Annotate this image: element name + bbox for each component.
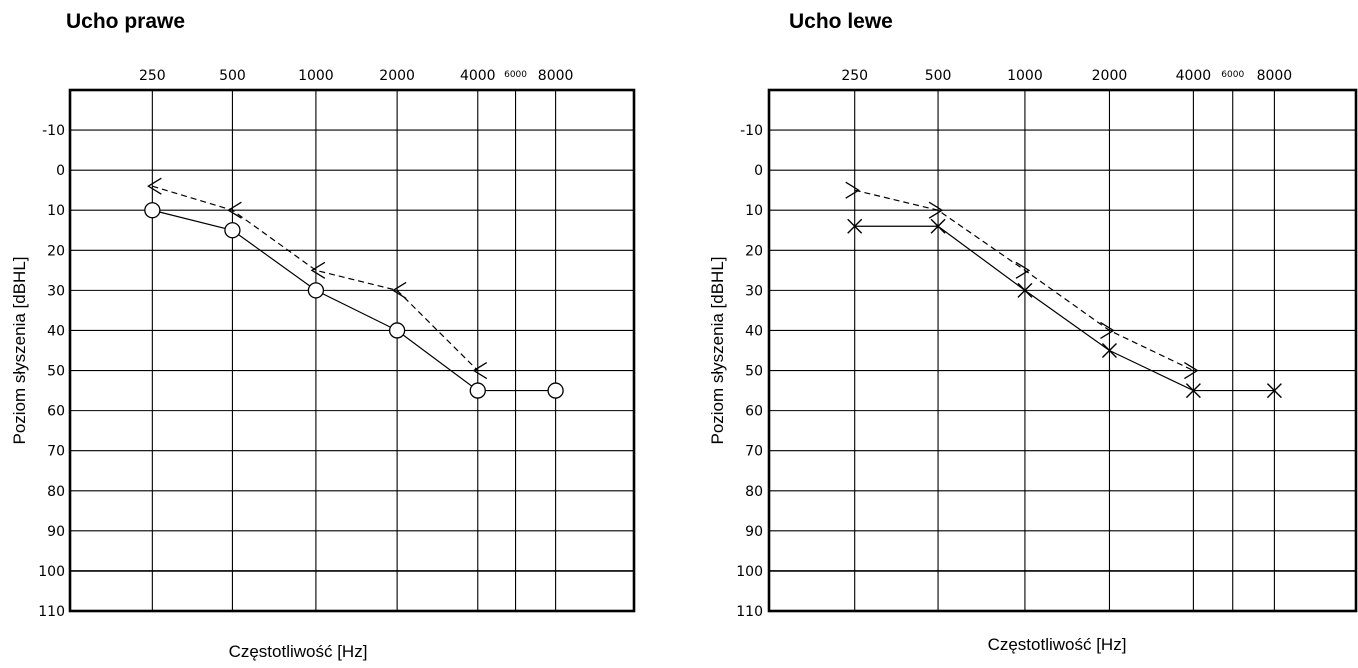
y-tick-label: 70 <box>47 444 65 460</box>
data-point-cross <box>930 218 946 234</box>
y-tick-label: 110 <box>736 604 763 620</box>
y-tick-label: 10 <box>47 203 65 219</box>
chart-title: Ucho prawe <box>66 10 186 33</box>
data-point-circle <box>144 202 161 219</box>
y-tick-label: 40 <box>47 323 65 339</box>
y-tick-label: 90 <box>745 524 763 540</box>
y-axis-title: Poziom słyszenia [dBHL] <box>708 256 727 444</box>
y-tick-label: 90 <box>47 524 65 540</box>
y-tick-label: 80 <box>745 484 763 500</box>
x-tick-label: 6000 <box>1221 70 1244 80</box>
x-tick-label: 8000 <box>538 68 574 84</box>
x-tick-label: 250 <box>841 68 868 84</box>
x-tick-label: 4000 <box>1176 68 1212 84</box>
right-ear-panel: Ucho prawe 250 500 1000 2000 4000 6000 8000 -10… <box>10 10 636 661</box>
y-tick-label: 110 <box>38 604 65 620</box>
y-tick-label: 70 <box>745 444 763 460</box>
data-point-cross <box>1017 282 1033 298</box>
data-point-angle-left <box>310 261 326 279</box>
data-point-cross <box>1101 343 1117 358</box>
y-tick-label: -10 <box>42 123 65 139</box>
y-tick-label: 30 <box>745 283 763 299</box>
y-tick-label: -10 <box>740 123 763 139</box>
x-axis-title: Częstotliwość [Hz] <box>988 635 1127 654</box>
data-point-cross <box>847 218 863 234</box>
data-point-cross <box>1185 383 1201 399</box>
data-point-angle-left <box>472 361 488 380</box>
x-tick-label: 2000 <box>379 68 415 84</box>
x-tick-label: 1000 <box>298 68 334 84</box>
plot-frame <box>68 88 636 613</box>
plot-frame <box>767 88 1358 613</box>
data-point-angle-right <box>928 201 944 219</box>
data-point-angle-left <box>391 281 407 299</box>
left-ear-audiogram: 250 500 1000 2000 4000 6000 8000 -10 0 10 20 30 40 50… <box>708 68 1358 654</box>
data-point-angle-right <box>1100 321 1115 340</box>
y-tick-label: 30 <box>47 283 65 299</box>
data-point-angle-right <box>1015 261 1031 279</box>
x-tick-label: 1000 <box>1007 68 1043 84</box>
data-point-circle <box>224 222 241 239</box>
y-tick-label: 20 <box>745 243 763 259</box>
x-tick-label: 250 <box>139 68 166 84</box>
right-ear-audiogram: 250 500 1000 2000 4000 6000 8000 -10 0 10 20 30 40 50… <box>10 68 636 661</box>
data-point-cross <box>1266 383 1282 399</box>
data-point-angle-left <box>147 177 162 195</box>
series-line-circle <box>152 209 556 392</box>
y-tick-label: 100 <box>38 564 65 580</box>
series-line-angle-right <box>854 189 1194 372</box>
y-tick-label: 60 <box>47 404 65 420</box>
y-tick-label: 80 <box>47 484 65 500</box>
y-tick-label: 10 <box>745 203 763 219</box>
x-tick-label: 8000 <box>1257 68 1293 84</box>
left-ear-panel: Ucho lewe 250 500 1000 2000 4000 6000 8000 -10 0… <box>679 0 1358 668</box>
y-tick-label: 20 <box>47 243 65 259</box>
x-tick-label: 4000 <box>460 68 496 84</box>
x-axis-title: Częstotliwość [Hz] <box>229 642 368 661</box>
y-tick-label: 0 <box>754 163 763 179</box>
chart-title: Ucho lewe <box>789 10 893 33</box>
data-point-angle-right <box>1184 361 1199 380</box>
y-tick-label: 60 <box>745 404 763 420</box>
y-tick-label: 40 <box>745 323 763 339</box>
y-tick-label: 0 <box>56 163 65 179</box>
x-tick-label: 6000 <box>504 70 527 80</box>
y-tick-label: 100 <box>736 564 763 580</box>
data-point-circle <box>547 382 564 399</box>
y-tick-label: 50 <box>745 364 763 380</box>
data-point-circle <box>307 282 325 299</box>
data-point-circle <box>388 322 406 339</box>
series-line-angle-left <box>152 185 479 371</box>
data-point-circle <box>469 382 486 399</box>
data-point-angle-right <box>845 181 860 199</box>
x-tick-label: 2000 <box>1092 68 1128 84</box>
y-axis-title: Poziom słyszenia [dBHL] <box>10 256 29 444</box>
y-tick-label: 50 <box>47 364 65 380</box>
x-tick-label: 500 <box>219 68 246 84</box>
series-line-cross <box>854 225 1275 392</box>
x-tick-label: 500 <box>925 68 952 84</box>
data-point-angle-left <box>227 201 242 219</box>
